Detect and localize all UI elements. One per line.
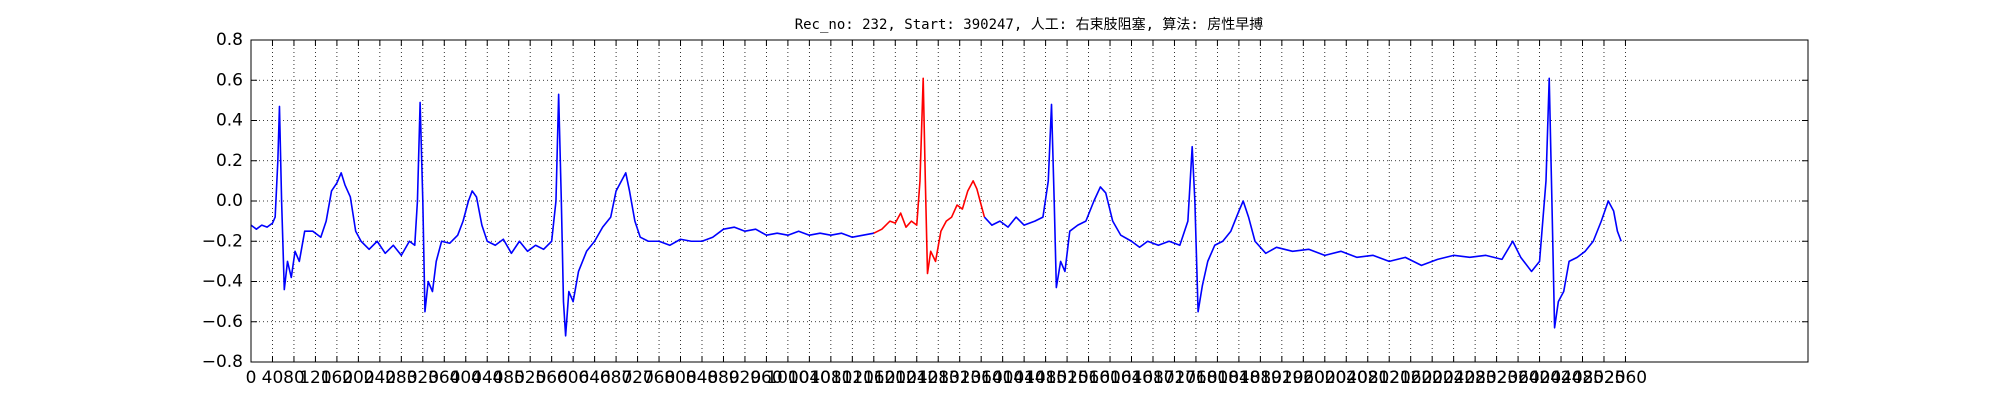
x-tick-label: 2200 bbox=[1411, 368, 1454, 388]
x-tick-label: 2000 bbox=[1303, 368, 1346, 388]
x-tick-label: 1640 bbox=[1110, 368, 1153, 388]
y-tick-label: 0.6 bbox=[216, 70, 243, 90]
x-tick-label: 2240 bbox=[1432, 368, 1475, 388]
x-tick-label: 600 bbox=[557, 368, 589, 388]
x-tick-label: 2560 bbox=[1604, 368, 1647, 388]
x-tick-label: 0 bbox=[246, 368, 257, 388]
x-tick-label: 880 bbox=[707, 368, 739, 388]
ecg-line bbox=[873, 77, 986, 275]
chart-title: Rec_no: 232, Start: 390247, 人工: 右束肢阻塞, 算… bbox=[795, 16, 1264, 33]
x-tick-label: 960 bbox=[750, 368, 782, 388]
x-tick-label: 1360 bbox=[960, 368, 1003, 388]
x-tick-label: 720 bbox=[621, 368, 653, 388]
x-tick-label: 120 bbox=[299, 368, 331, 388]
plot-frame bbox=[250, 39, 1809, 363]
ecg-line bbox=[983, 77, 1622, 329]
x-tick-label: 2320 bbox=[1475, 368, 1518, 388]
x-tick-label: 680 bbox=[600, 368, 632, 388]
x-tick-label: 2120 bbox=[1368, 368, 1411, 388]
x-tick-label: 1000 bbox=[766, 368, 809, 388]
x-tick-label: 320 bbox=[407, 368, 439, 388]
x-tick-label: 640 bbox=[578, 368, 610, 388]
x-tick-label: 760 bbox=[643, 368, 675, 388]
x-tick-label: 2520 bbox=[1582, 368, 1625, 388]
x-tick-label: 1400 bbox=[981, 368, 1024, 388]
x-tick-label: 2040 bbox=[1325, 368, 1368, 388]
ecg-line bbox=[250, 93, 874, 337]
x-tick-label: 2400 bbox=[1518, 368, 1561, 388]
x-tick-label: 2360 bbox=[1496, 368, 1539, 388]
y-tick-label: −0.4 bbox=[202, 272, 243, 292]
x-tick-label: 2480 bbox=[1561, 368, 1604, 388]
y-tick-label: −0.2 bbox=[202, 231, 243, 251]
x-tick-label: 800 bbox=[664, 368, 696, 388]
x-tick-label: 1560 bbox=[1067, 368, 1110, 388]
x-tick-label: 400 bbox=[450, 368, 482, 388]
x-tick-label: 160 bbox=[321, 368, 353, 388]
x-tick-label: 1760 bbox=[1174, 368, 1217, 388]
x-tick-label: 360 bbox=[428, 368, 460, 388]
x-tick-label: 40 bbox=[262, 368, 284, 388]
y-tick-label: 0.2 bbox=[216, 151, 243, 171]
x-tick-label: 1920 bbox=[1260, 368, 1303, 388]
x-tick-label: 1720 bbox=[1153, 368, 1196, 388]
y-tick-label: 0.0 bbox=[216, 191, 243, 211]
x-tick-label: 1080 bbox=[809, 368, 852, 388]
x-tick-label: 1320 bbox=[938, 368, 981, 388]
x-tick-label: 280 bbox=[385, 368, 417, 388]
x-tick-label: 80 bbox=[283, 368, 305, 388]
x-tick-label: 2160 bbox=[1389, 368, 1432, 388]
x-tick-label: 2280 bbox=[1453, 368, 1496, 388]
x-tick-label: 1240 bbox=[895, 368, 938, 388]
x-tick-label: 1480 bbox=[1024, 368, 1067, 388]
x-tick-label: 440 bbox=[471, 368, 503, 388]
y-tick-label: 0.4 bbox=[216, 111, 243, 131]
x-tick-label: 1040 bbox=[788, 368, 831, 388]
x-tick-label: 1200 bbox=[874, 368, 917, 388]
y-tick-label: −0.6 bbox=[202, 312, 243, 332]
x-tick-label: 1160 bbox=[852, 368, 895, 388]
x-tick-label: 840 bbox=[686, 368, 718, 388]
y-tick-label: 0.8 bbox=[216, 30, 243, 50]
y-tick-label: −0.8 bbox=[202, 352, 243, 372]
x-tick-label: 240 bbox=[364, 368, 396, 388]
x-tick-label: 920 bbox=[729, 368, 761, 388]
x-tick-label: 1280 bbox=[917, 368, 960, 388]
x-tick-label: 2080 bbox=[1346, 368, 1389, 388]
x-tick-label: 1680 bbox=[1131, 368, 1174, 388]
x-tick-label: 1800 bbox=[1196, 368, 1239, 388]
x-tick-label: 1520 bbox=[1045, 368, 1088, 388]
x-tick-label: 200 bbox=[342, 368, 374, 388]
x-tick-label: 520 bbox=[514, 368, 546, 388]
x-tick-label: 560 bbox=[535, 368, 567, 388]
x-tick-label: 1880 bbox=[1239, 368, 1282, 388]
x-tick-label: 2440 bbox=[1539, 368, 1582, 388]
x-tick-label: 1440 bbox=[1002, 368, 1045, 388]
x-tick-label: 1960 bbox=[1282, 368, 1325, 388]
x-tick-label: 480 bbox=[492, 368, 524, 388]
x-tick-label: 1600 bbox=[1088, 368, 1131, 388]
x-tick-label: 1840 bbox=[1217, 368, 1260, 388]
x-tick-label: 1120 bbox=[831, 368, 874, 388]
